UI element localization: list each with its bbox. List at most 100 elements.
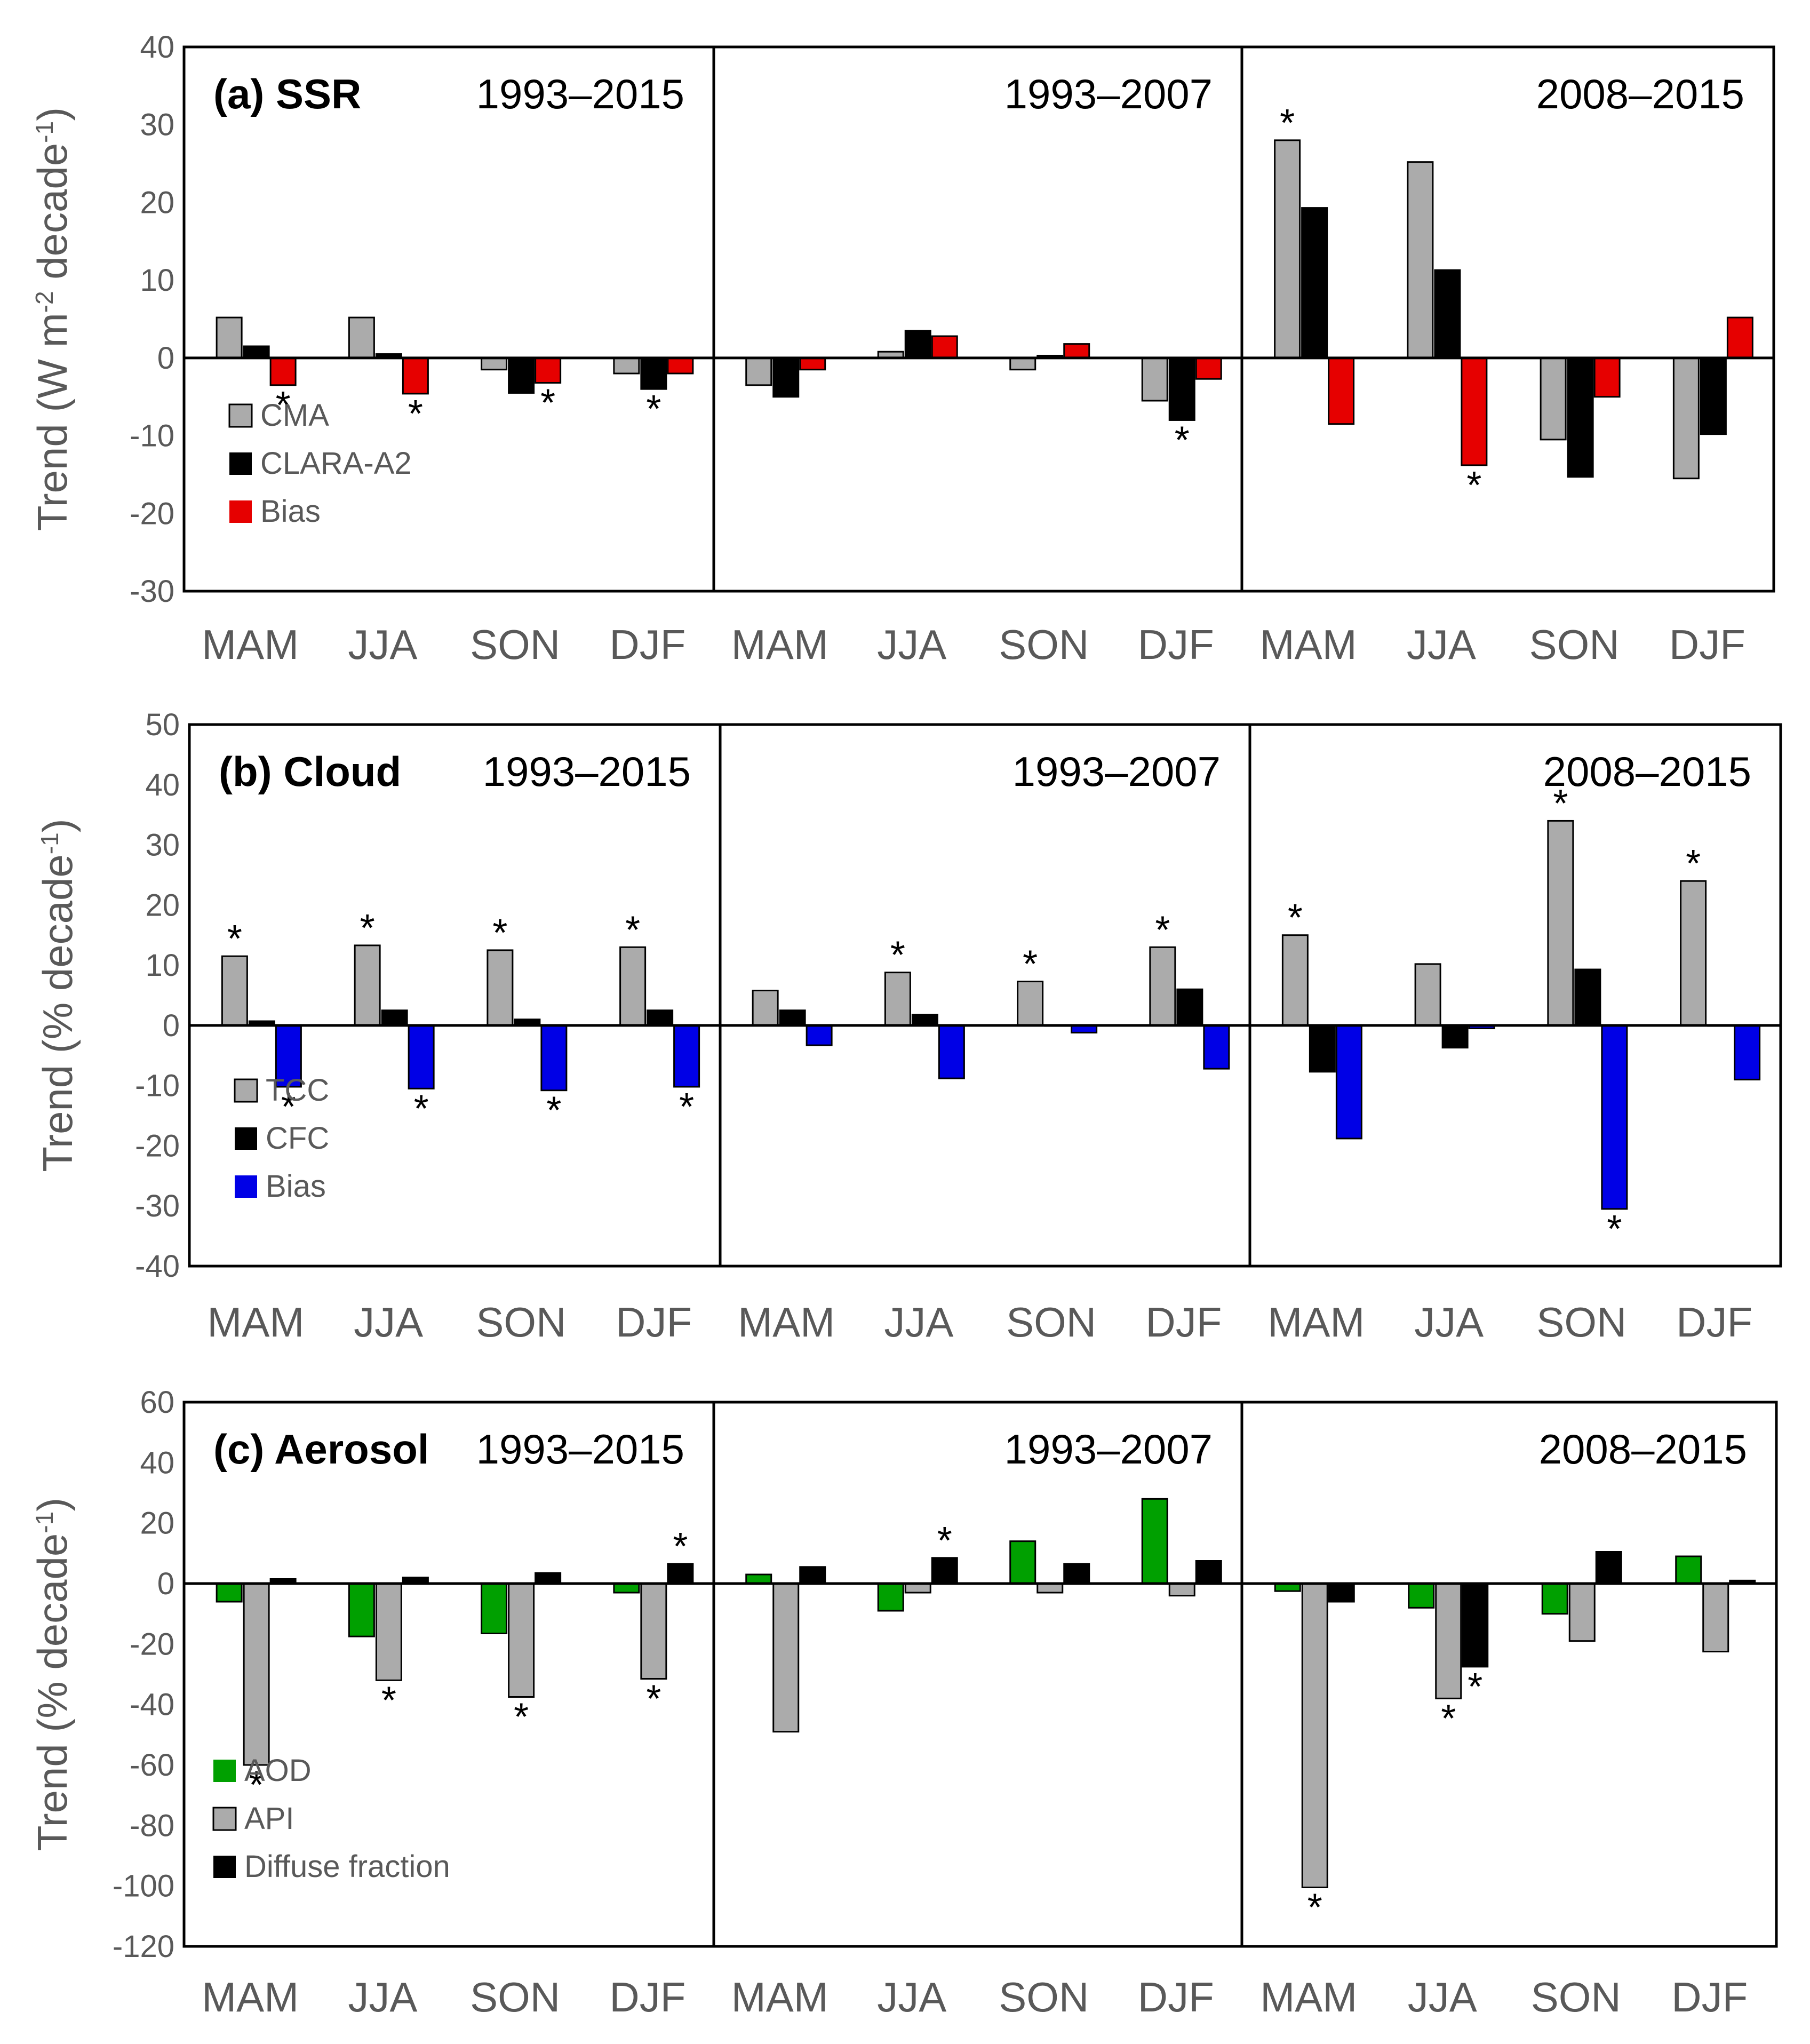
category-label: MAM [731, 1974, 828, 2021]
y-tick-label: -80 [130, 1808, 174, 1843]
y-tick-label: -20 [130, 1627, 174, 1661]
bar-api [1168, 1582, 1195, 1597]
category-label: SON [1529, 621, 1620, 668]
y-axis-label: Trend (W m-2 decade-1) [29, 107, 76, 531]
legend-label: AOD [244, 1753, 312, 1788]
y-tick-label: 50 [145, 707, 180, 742]
category-label: SON [1536, 1299, 1626, 1346]
category-label: DJF [609, 1974, 685, 2021]
bar-tcc [221, 955, 248, 1027]
bar-aod [745, 1573, 772, 1585]
significance-star: * [890, 934, 905, 977]
panel-title: (a) SSR [213, 70, 361, 117]
significance-star: * [492, 912, 507, 955]
legend-swatch [229, 500, 252, 523]
legend-label: Diffuse fraction [244, 1849, 450, 1884]
bar-clara-a2 [772, 357, 800, 398]
category-label: JJA [877, 621, 946, 668]
significance-star: * [673, 1525, 688, 1568]
bar-api [1435, 1582, 1462, 1699]
bar-clara-a2 [640, 357, 667, 390]
significance-star: * [1155, 909, 1170, 951]
panel-title: (c) Aerosol [213, 1426, 429, 1473]
category-label: MAM [738, 1299, 835, 1346]
category-label: JJA [1407, 621, 1476, 668]
bar-clara-a2 [1168, 357, 1195, 421]
category-label: JJA [348, 621, 417, 668]
bar-bias [1461, 357, 1488, 466]
category-label: DJF [1145, 1299, 1222, 1346]
bar-cma [1672, 357, 1700, 480]
category-label: DJF [1669, 621, 1745, 668]
y-tick-label: -10 [135, 1069, 180, 1103]
y-axis-label-part: -1 [30, 1512, 58, 1533]
significance-star: * [646, 388, 661, 431]
legend-swatch [235, 1175, 257, 1198]
bar-diffuse-fraction [1063, 1563, 1090, 1585]
y-tick-label: 30 [140, 108, 174, 142]
y-axis-label-part: -1 [36, 832, 63, 854]
category-label: JJA [1408, 1974, 1477, 2021]
bar-bias [535, 357, 562, 384]
bar-tcc [1149, 946, 1176, 1027]
y-tick-label: 10 [140, 263, 174, 298]
period-label: 2008–2015 [1539, 1426, 1747, 1473]
bar-bias [1203, 1024, 1230, 1070]
bar-bias [1195, 357, 1222, 380]
bar-bias [402, 357, 429, 395]
bar-tcc [752, 989, 779, 1027]
bar-bias [931, 335, 958, 359]
legend-swatch [229, 452, 252, 475]
significance-star: * [514, 1696, 529, 1739]
bar-bias [540, 1024, 568, 1092]
y-tick-label: -120 [113, 1929, 174, 1964]
y-tick-label: 40 [145, 768, 180, 802]
bar-aod [1009, 1540, 1036, 1585]
y-tick-label: 0 [157, 1566, 174, 1601]
panel-title: (b) Cloud [219, 748, 401, 795]
category-label: MAM [202, 1974, 299, 2021]
panel-ssr: 40 30 20 10 0 -10 -20 -30 Trend (W m-2 decade-1)… [29, 30, 1775, 668]
y-axis-label-part: decade [29, 143, 76, 291]
category-label: JJA [1414, 1299, 1484, 1346]
bar-cfc [1176, 988, 1203, 1027]
bar-tcc [1281, 934, 1309, 1027]
panel-frame [182, 1401, 1778, 1948]
bar-bias [1335, 1024, 1362, 1140]
category-label: SON [476, 1299, 566, 1346]
bar-diffuse-fraction [1328, 1582, 1355, 1603]
bar-api [1568, 1582, 1596, 1642]
y-tick-label: 30 [145, 828, 180, 863]
category-label: DJF [1671, 1974, 1748, 2021]
legend-label: API [244, 1801, 294, 1836]
significance-star: * [1280, 102, 1295, 145]
bar-api [772, 1582, 800, 1733]
category-label: DJF [609, 621, 685, 668]
significance-star: * [540, 381, 555, 424]
significance-star: * [1686, 842, 1701, 885]
panel-frame [182, 45, 1775, 593]
bar-cma [481, 357, 508, 371]
y-tick-label: 0 [157, 341, 174, 376]
y-tick-label: 40 [140, 30, 174, 65]
panel-frame [188, 723, 1782, 1268]
bar-bias [806, 1024, 833, 1046]
bar-api [1301, 1582, 1328, 1888]
bar-cfc [381, 1009, 408, 1027]
y-axis-label-part: ) [34, 818, 81, 832]
bar-api [243, 1582, 270, 1766]
bar-tcc [1414, 963, 1441, 1027]
panel-aerosol: 60 40 20 0 -20 -40 -60 -80 -100 -120 Trend (% deca… [29, 1385, 1778, 2021]
bar-cfc [1574, 968, 1601, 1027]
y-tick-label: -100 [113, 1869, 174, 1904]
bar-bias [1601, 1024, 1628, 1210]
bar-bias [799, 357, 826, 371]
bar-aod [216, 1582, 243, 1603]
bar-cfc [1441, 1024, 1469, 1049]
y-tick-label: 20 [140, 1506, 174, 1541]
bar-cma [1141, 357, 1168, 402]
significance-star: * [1023, 943, 1038, 986]
y-axis-label-part: -2 [30, 291, 58, 313]
legend-swatch [212, 1807, 237, 1831]
